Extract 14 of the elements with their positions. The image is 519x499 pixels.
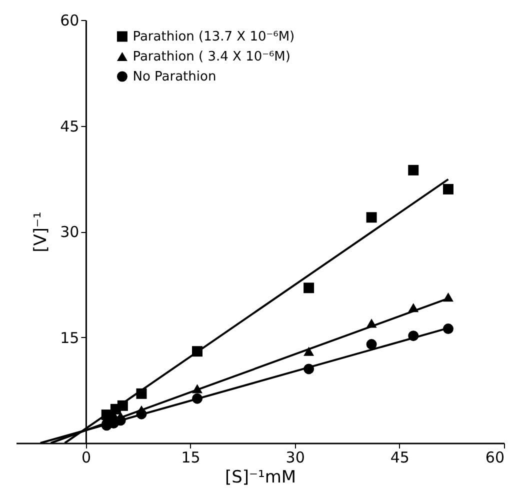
y-tick-label: 45 [60, 117, 80, 136]
y-axis-title: [V]⁻¹ [31, 212, 52, 252]
x-tick-label: 15 [181, 448, 200, 466]
x-axis-title: [S]⁻¹mM [224, 468, 296, 488]
legend-label: No Parathion [132, 70, 216, 84]
x-tick-label: 30 [286, 448, 305, 466]
legend-label: Parathion ( 3.4 X 10⁻⁶M) [132, 50, 290, 64]
y-tick-label: 60 [60, 12, 80, 30]
x-tick-label: 60 [485, 448, 504, 466]
x-tick-label: 0 [81, 448, 91, 466]
y-tick-label: 30 [60, 223, 80, 241]
y-tick-label: 15 [60, 328, 80, 347]
legend-label: Parathion (13.7 X 10⁻⁶M) [132, 30, 295, 44]
x-tick-label: 45 [390, 448, 410, 466]
